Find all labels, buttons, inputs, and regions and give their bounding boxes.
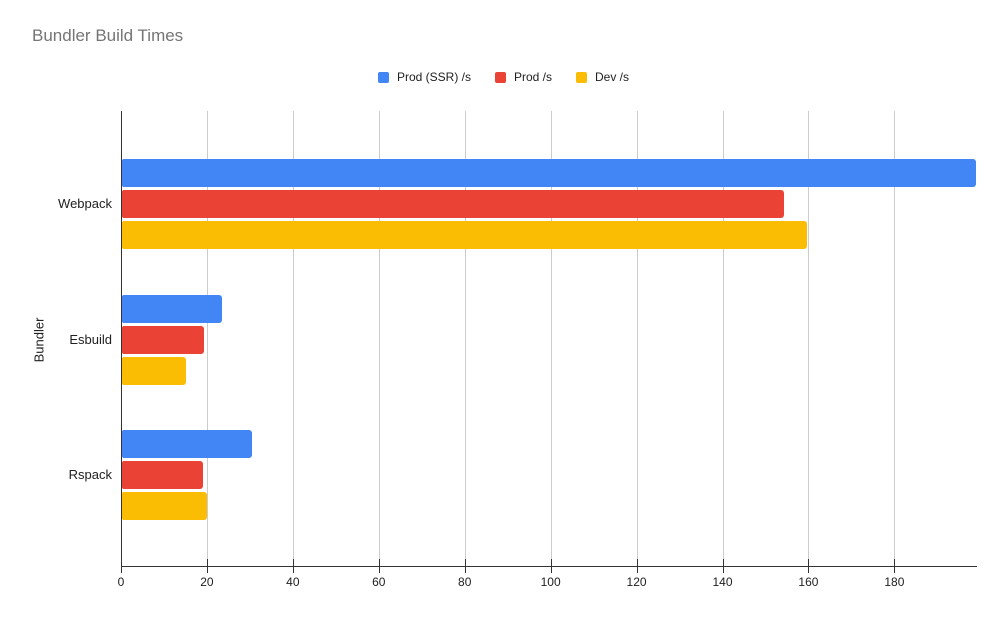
gridline-x-120 bbox=[636, 111, 638, 566]
gridline-x-60 bbox=[378, 111, 380, 566]
bar-esbuild-prod-ssr[interactable] bbox=[122, 295, 223, 323]
x-tick-label-60: 60 bbox=[372, 575, 386, 589]
x-tick-160 bbox=[808, 559, 810, 573]
bar-rspack-dev[interactable] bbox=[122, 492, 207, 520]
x-tick-label-0: 0 bbox=[117, 575, 125, 589]
gridline-x-140 bbox=[722, 111, 724, 566]
category-label-esbuild: Esbuild bbox=[69, 332, 112, 347]
gridline-x-20 bbox=[206, 111, 208, 566]
x-tick-label-40: 40 bbox=[286, 575, 300, 589]
gridline-x-100 bbox=[550, 111, 552, 566]
bar-rspack-prod-ssr[interactable] bbox=[122, 430, 253, 458]
x-tick-label-180: 180 bbox=[884, 575, 905, 589]
bar-webpack-prod-ssr[interactable] bbox=[122, 159, 976, 187]
x-tick-label-20: 20 bbox=[200, 575, 214, 589]
bar-esbuild-prod[interactable] bbox=[122, 326, 205, 354]
x-tick-180 bbox=[894, 559, 896, 573]
gridline-x-80 bbox=[464, 111, 466, 566]
bar-rspack-prod[interactable] bbox=[122, 461, 204, 489]
legend-label: Dev /s bbox=[595, 70, 630, 84]
legend-swatch-icon bbox=[377, 71, 389, 83]
x-tick-40 bbox=[292, 559, 294, 573]
legend-swatch-icon bbox=[494, 71, 506, 83]
legend: Prod (SSR) /s Prod /s Dev /s bbox=[0, 70, 1007, 84]
x-tick-80 bbox=[464, 559, 466, 573]
x-tick-120 bbox=[636, 559, 638, 573]
x-tick-60 bbox=[378, 559, 380, 573]
x-axis-line bbox=[121, 566, 977, 567]
x-tick-label-100: 100 bbox=[540, 575, 561, 589]
bar-esbuild-dev[interactable] bbox=[122, 357, 187, 385]
bar-webpack-dev[interactable] bbox=[122, 221, 807, 249]
y-axis-line bbox=[121, 111, 122, 566]
x-tick-140 bbox=[722, 559, 724, 573]
x-tick-label-140: 140 bbox=[712, 575, 733, 589]
x-tick-100 bbox=[550, 559, 552, 573]
chart-title: Bundler Build Times bbox=[32, 26, 184, 45]
gridline-x-180 bbox=[894, 111, 896, 566]
legend-item-dev[interactable]: Dev /s bbox=[576, 70, 629, 84]
x-tick-20 bbox=[206, 559, 208, 573]
legend-item-prod[interactable]: Prod /s bbox=[494, 70, 552, 84]
category-label-rspack: Rspack bbox=[68, 467, 112, 482]
legend-label: Prod /s bbox=[513, 70, 552, 84]
bar-webpack-prod[interactable] bbox=[122, 190, 785, 218]
gridline-x-160 bbox=[808, 111, 810, 566]
x-tick-label-80: 80 bbox=[458, 575, 472, 589]
x-tick-label-120: 120 bbox=[626, 575, 647, 589]
x-tick-label-160: 160 bbox=[798, 575, 819, 589]
legend-item-prod-ssr[interactable]: Prod (SSR) /s bbox=[377, 70, 471, 84]
x-tick-0 bbox=[121, 559, 122, 573]
legend-swatch-icon bbox=[576, 71, 587, 83]
category-label-webpack: Webpack bbox=[58, 196, 112, 211]
legend-label: Prod (SSR) /s bbox=[396, 70, 471, 84]
gridline-x-40 bbox=[292, 111, 294, 566]
